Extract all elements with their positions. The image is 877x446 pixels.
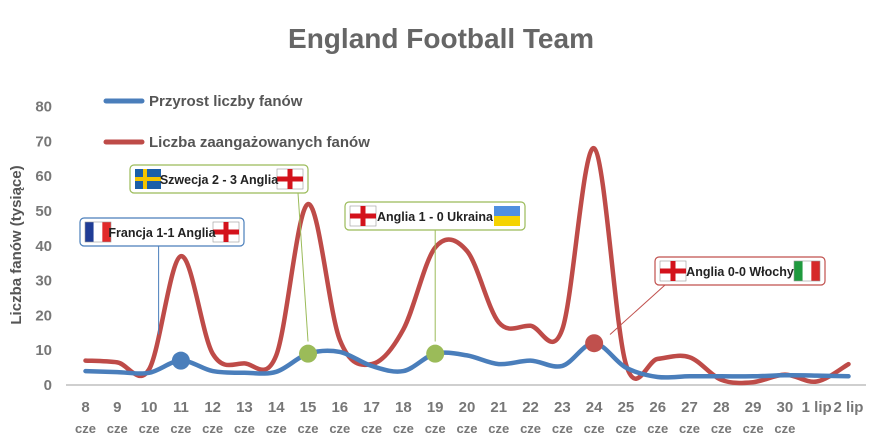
x-tick-label: 10 (141, 399, 158, 416)
legend: Przyrost liczby fanów Liczba zaangażowany… (103, 93, 370, 151)
england-flag-icon (212, 221, 240, 243)
x-tick-month: cze (361, 421, 382, 436)
x-tick-month: cze (711, 421, 732, 436)
x-tick-label: 1 lip (802, 399, 832, 416)
data-point-marker (585, 334, 604, 353)
x-tick-label: 16 (331, 399, 348, 416)
annotation-callout: Anglia 0-0 Włochy (609, 256, 826, 335)
legend-label: Przyrost liczby fanów (149, 93, 303, 110)
data-point-marker (426, 344, 445, 363)
x-tick-label: 12 (204, 399, 221, 416)
x-tick-label: 8 (81, 399, 89, 416)
y-tick-label: 70 (35, 133, 52, 150)
legend-label: Liczba zaangażowanych fanów (149, 134, 370, 151)
x-tick-month: cze (774, 421, 795, 436)
y-tick-label: 80 (35, 99, 52, 116)
x-tick-label: 20 (459, 399, 476, 416)
annotation-callout: Anglia 1 - 0 Ukraina (344, 201, 526, 342)
annotation-callout: Francja 1-1 Anglia (79, 217, 245, 335)
x-tick-month: cze (584, 421, 605, 436)
x-tick-label: 14 (268, 399, 285, 416)
x-tick-month: cze (520, 421, 541, 436)
x-tick-label: 26 (649, 399, 666, 416)
x-tick-label: 25 (618, 399, 635, 416)
annotation-callout: Szwecja 2 - 3 Anglia (129, 164, 309, 342)
france-flag-icon (84, 221, 112, 243)
annotation-text: Anglia 1 - 0 Ukraina (377, 210, 494, 224)
x-tick-label: 23 (554, 399, 571, 416)
annotation-box (79, 217, 245, 247)
x-tick-label: 27 (681, 399, 698, 416)
x-tick-month: cze (298, 421, 319, 436)
x-tick-month: cze (743, 421, 764, 436)
annotation-text: Anglia 0-0 Włochy (686, 265, 794, 279)
x-tick-label: 11 (173, 399, 189, 416)
x-tick-month: cze (234, 421, 255, 436)
x-tick-label: 17 (363, 399, 380, 416)
x-tick-label: 15 (300, 399, 317, 416)
ukraine-flag-icon (494, 206, 520, 226)
england-flag-icon (276, 168, 304, 190)
england-flag-icon (349, 205, 377, 227)
y-tick-label: 30 (35, 273, 52, 290)
y-tick-label: 10 (35, 342, 52, 359)
x-tick-month: cze (266, 421, 287, 436)
y-axis-label: Liczba fanów (tysiące) (8, 165, 25, 324)
x-tick-label: 28 (713, 399, 730, 416)
y-tick-label: 40 (35, 238, 52, 255)
x-tick-month: cze (647, 421, 668, 436)
x-tick-month: cze (170, 421, 191, 436)
italy-flag-icon (793, 260, 821, 282)
x-tick-month: cze (456, 421, 477, 436)
england-flag-icon (659, 260, 687, 282)
y-tick-label: 60 (35, 168, 52, 185)
series-line-engaged-fans (83, 146, 851, 386)
annotation-text: Szwecja 2 - 3 Anglia (160, 173, 279, 187)
x-tick-label: 9 (113, 399, 121, 416)
marker-group (171, 334, 604, 370)
annotation-group: Francja 1-1 Anglia Szwecja 2 - 3 Anglia An… (79, 164, 826, 342)
x-tick-label: 2 lip (833, 399, 863, 416)
x-tick-label: 29 (745, 399, 762, 416)
data-point-marker (171, 351, 190, 370)
x-tick-group: 8 cze 9 cze 10 cze 11 cze 12 cze 13 cze 14 cze 15 cze 16… (75, 399, 863, 436)
x-tick-month: cze (75, 421, 96, 436)
x-tick-label: 30 (777, 399, 794, 416)
x-tick-month: cze (107, 421, 128, 436)
sweden-flag-icon (135, 169, 161, 189)
y-tick-label: 20 (35, 307, 52, 324)
x-tick-month: cze (425, 421, 446, 436)
y-tick-label: 50 (35, 203, 52, 220)
annotation-text: Francja 1-1 Anglia (108, 226, 216, 240)
annotation-box (654, 256, 826, 286)
annotation-pointer (297, 192, 309, 342)
x-tick-label: 19 (427, 399, 444, 416)
y-tick-group: 0 10 20 30 40 50 60 70 80 (35, 99, 52, 394)
x-tick-label: 18 (395, 399, 412, 416)
series-lines (83, 146, 851, 386)
series-line-fan-growth (83, 340, 851, 380)
annotation-box (129, 164, 309, 194)
x-tick-month: cze (615, 421, 636, 436)
x-tick-month: cze (393, 421, 414, 436)
x-tick-label: 13 (236, 399, 253, 416)
x-tick-month: cze (488, 421, 509, 436)
annotation-pointer (609, 284, 666, 335)
x-tick-month: cze (552, 421, 573, 436)
x-tick-label: 24 (586, 399, 603, 416)
x-tick-month: cze (139, 421, 160, 436)
annotation-box (344, 201, 526, 231)
x-tick-month: cze (202, 421, 223, 436)
x-tick-month: cze (329, 421, 350, 436)
x-tick-month: cze (679, 421, 700, 436)
x-tick-label: 22 (522, 399, 539, 416)
data-point-marker (299, 344, 318, 363)
chart-title: England Football Team (288, 23, 594, 54)
x-tick-label: 21 (490, 399, 507, 416)
y-tick-label: 0 (44, 377, 52, 394)
